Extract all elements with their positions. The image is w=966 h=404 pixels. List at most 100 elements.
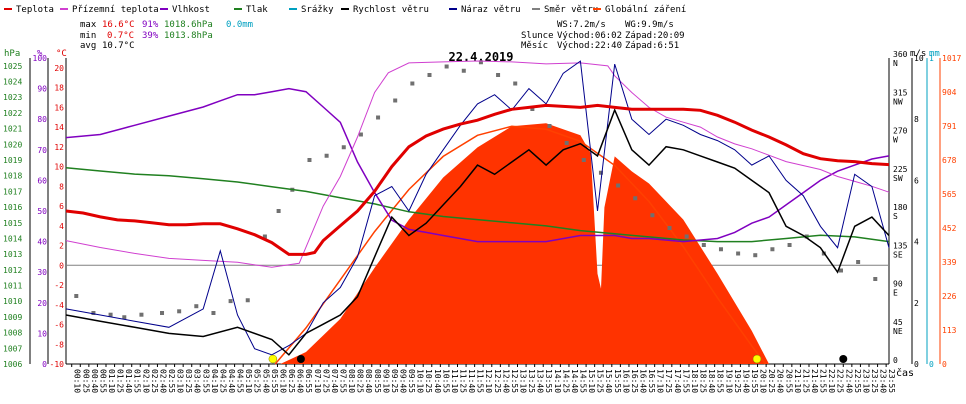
time-tick-label: 21:55	[819, 369, 828, 393]
hpa-tick-label: 1009	[3, 313, 22, 322]
percent-tick-label: 60	[37, 176, 47, 185]
direction-tick-dir: S	[893, 212, 898, 221]
hpa-tick-label: 1015	[3, 219, 22, 228]
time-tick-label: 20:25	[767, 369, 776, 393]
radiation-tick-label: 339	[942, 258, 957, 267]
hpa-tick-label: 1020	[3, 140, 22, 149]
time-tick-label: 00:55	[98, 369, 107, 393]
stats-panel: max 16.6°C 91% 1018.6hPa 0.0mm min 0.7°C…	[80, 20, 685, 51]
wind-direction-point	[245, 298, 250, 303]
time-tick-label: 05:55	[270, 369, 279, 393]
percent-tick-label: 100	[33, 54, 48, 63]
hpa-tick-label: 1018	[3, 172, 22, 181]
wind-direction-point	[376, 115, 381, 120]
hpa-tick-label: 1011	[3, 282, 22, 291]
direction-tick-label: 45	[893, 318, 903, 327]
radiation-tick-label: 565	[942, 190, 957, 199]
wind-direction-point	[427, 73, 432, 77]
celsius-tick-label: 4	[59, 222, 64, 231]
wind-direction-point	[228, 299, 233, 304]
wind-direction-point	[393, 98, 398, 103]
hpa-tick-label: 1006	[3, 360, 22, 369]
wind-direction-point	[736, 251, 741, 256]
direction-tick-label: 0	[893, 356, 898, 365]
time-tick-label: 13:55	[544, 369, 553, 393]
time-tick-label: 04:55	[236, 369, 245, 393]
hpa-axis-unit: hPa	[4, 49, 20, 59]
time-tick-label: 17:10	[656, 369, 665, 393]
time-tick-label: 11:10	[450, 369, 459, 393]
hpa-tick-label: 1024	[3, 78, 22, 87]
time-tick-label: 21:25	[801, 369, 810, 393]
hpa-tick-label: 1010	[3, 297, 22, 306]
hpa-tick-label: 1016	[3, 203, 22, 212]
time-tick-label: 16:10	[621, 369, 630, 393]
time-tick-label: 22:10	[827, 369, 836, 393]
wind-tick-label: 8	[914, 115, 919, 124]
time-tick-label: 06:25	[287, 369, 296, 393]
celsius-tick-label: 16	[54, 103, 64, 112]
time-tick-label: 13:40	[536, 369, 545, 393]
rain-axis-unit: mm	[929, 49, 940, 59]
wind-direction-point	[276, 209, 281, 213]
time-tick-label: 04:40	[227, 369, 236, 393]
percent-tick-label: 40	[37, 238, 47, 247]
stats-max-pressure: 1018.6hPa	[164, 20, 213, 30]
rain-tick-label: 1	[929, 54, 934, 63]
time-tick-label: 22:55	[853, 369, 862, 393]
time-tick-label: 01:10	[107, 369, 116, 393]
time-tick-label: 02:10	[141, 369, 150, 393]
time-tick-label: 12:55	[510, 369, 519, 393]
wind-tick-label: 2	[914, 299, 919, 308]
percent-tick-label: 20	[37, 299, 47, 308]
radiation-tick-label: 113	[942, 326, 957, 335]
wind-direction-point	[91, 311, 96, 315]
wind-direction-point	[139, 312, 144, 317]
celsius-tick-label: 2	[59, 242, 64, 251]
stats-moon-set: Západ:6:51	[625, 41, 679, 51]
moon-event-marker	[296, 355, 305, 363]
celsius-tick-label: -2	[54, 281, 64, 290]
wind-direction-point	[108, 312, 113, 317]
time-tick-label: 14:10	[553, 369, 562, 393]
wind-direction-point	[478, 60, 483, 65]
time-tick-label: 18:40	[707, 369, 716, 393]
time-tick-label: 16:25	[630, 369, 639, 393]
time-tick-label: 09:55	[407, 369, 416, 393]
percent-tick-label: 50	[37, 207, 47, 216]
chart-legend: Teplota Přízemní teplota Vlhkost Tlak Srážky…	[4, 5, 686, 15]
time-tick-label: 09:40	[398, 369, 407, 393]
direction-tick-dir: SE	[893, 250, 903, 259]
hpa-tick-label: 1022	[3, 109, 22, 118]
stats-min-humidity: 39%	[142, 31, 159, 41]
legend-label: Rychlost větru	[353, 5, 429, 15]
time-tick-label: 00:25	[81, 369, 90, 393]
time-tick-label: 23:10	[861, 369, 870, 393]
time-tick-label: 07:10	[313, 369, 322, 393]
sun-event-marker	[752, 354, 762, 364]
celsius-tick-label: -4	[54, 301, 64, 310]
wind-direction-point	[358, 132, 363, 137]
time-tick-label: 16:40	[639, 369, 648, 393]
celsius-tick-label: 20	[54, 64, 64, 73]
direction-tick-dir: NW	[893, 97, 903, 106]
pressure-line	[65, 167, 890, 243]
direction-tick-dir: SW	[893, 174, 903, 183]
wind-direction-point	[194, 304, 199, 309]
hpa-tick-label: 1008	[3, 329, 22, 338]
time-tick-label: 10:10	[416, 369, 425, 393]
time-tick-label: 02:40	[158, 369, 167, 393]
rain-tick-label: 0	[929, 360, 934, 369]
hpa-tick-label: 1021	[3, 125, 22, 134]
time-tick-label: 07:55	[338, 369, 347, 393]
time-tick-label: 21:10	[793, 369, 802, 393]
sun-event-marker	[268, 354, 278, 364]
hpa-tick-label: 1017	[3, 187, 22, 196]
time-tick-label: 00:10	[73, 369, 82, 393]
stats-avg-label: avg	[80, 41, 96, 51]
wind-direction-point	[160, 311, 165, 315]
wind-direction-point	[787, 243, 792, 247]
legend-label: Globální záření	[605, 5, 686, 15]
time-tick-label: 05:25	[253, 369, 262, 393]
